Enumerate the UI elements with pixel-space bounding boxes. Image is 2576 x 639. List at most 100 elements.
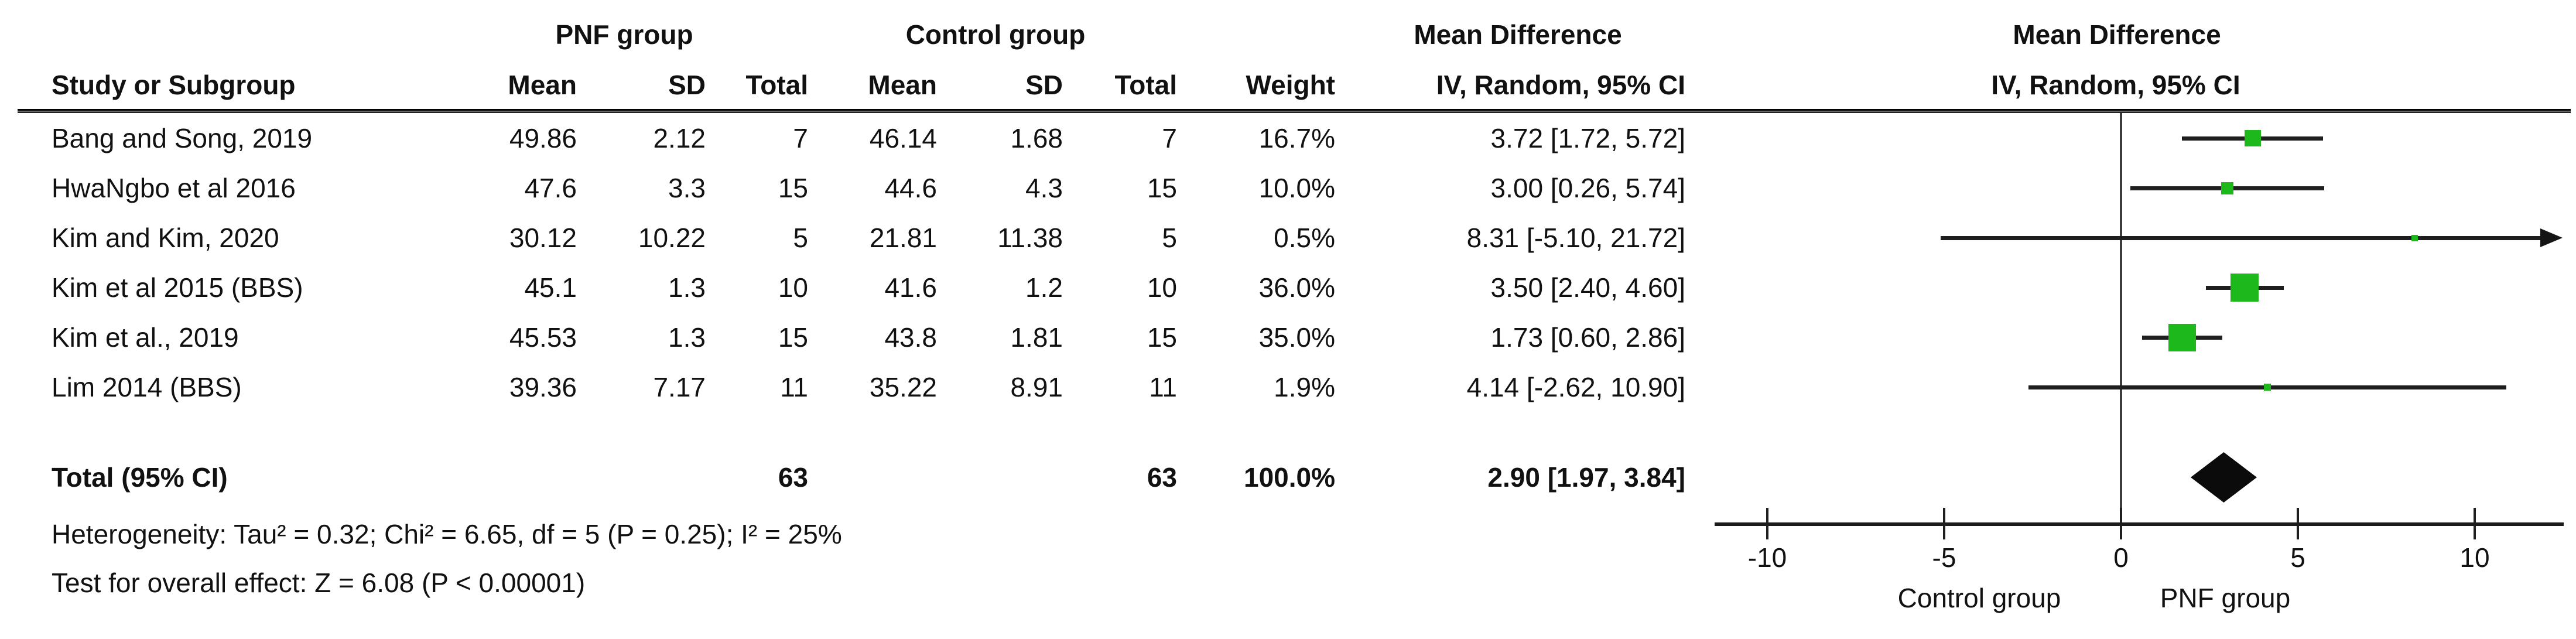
ctrl-sd-cell: 1.2 (1025, 272, 1063, 303)
study-column-header: Study or Subgroup (52, 70, 296, 100)
x-axis-line (1715, 522, 2564, 526)
pnf-total-cell: 15 (778, 173, 808, 203)
ci-arrow-right-icon (2540, 228, 2563, 247)
total-weight: 100.0% (1243, 462, 1335, 493)
study-name: Kim et al., 2019 (52, 322, 239, 353)
effect-marker (2168, 324, 2196, 351)
effect-marker (2264, 384, 2271, 391)
total-ctrl-n: 63 (1147, 462, 1177, 493)
axis-left-label: Control group (1897, 583, 2061, 613)
pnf-total-cell: 7 (793, 123, 808, 153)
pnf-mean-cell: 45.53 (509, 322, 577, 353)
ci-text-cell: 1.73 [0.60, 2.86] (1490, 322, 1686, 353)
weight-cell: 1.9% (1274, 372, 1335, 402)
x-axis-tick-label: 5 (2290, 542, 2305, 573)
ci-text-cell: 3.72 [1.72, 5.72] (1490, 123, 1686, 153)
ctrl-mean-cell: 35.22 (869, 372, 937, 402)
study-name: Kim and Kim, 2020 (52, 223, 279, 253)
ctrl-sd-cell: 8.91 (1010, 372, 1063, 402)
weight-cell: 16.7% (1258, 123, 1335, 153)
study-name: Kim et al 2015 (BBS) (52, 272, 303, 303)
ctrl-total-cell: 11 (1149, 372, 1177, 402)
weight-cell: 0.5% (1274, 223, 1335, 253)
pnf-mean-cell: 49.86 (509, 123, 577, 153)
ctrl-total-header: Total (1114, 70, 1177, 100)
ctrl-total-cell: 15 (1147, 173, 1177, 203)
pnf-mean-cell: 39.36 (509, 372, 577, 402)
study-name: Bang and Song, 2019 (52, 123, 313, 153)
ci-text-header: IV, Random, 95% CI (1436, 70, 1685, 100)
weight-header: Weight (1246, 70, 1335, 100)
ctrl-mean-cell: 46.14 (869, 123, 937, 153)
ctrl-total-cell: 10 (1147, 272, 1177, 303)
heterogeneity-text: Heterogeneity: Tau² = 0.32; Chi² = 6.65,… (52, 519, 842, 549)
total-row-label: Total (95% CI) (52, 462, 228, 493)
study-name: Lim 2014 (BBS) (52, 372, 242, 402)
pnf-mean-cell: 45.1 (524, 272, 577, 303)
x-axis-tick-label: -5 (1932, 542, 1956, 573)
x-axis-tick-label: -10 (1747, 542, 1787, 573)
effect-marker (2231, 274, 2259, 302)
ctrl-sd-cell: 4.3 (1025, 173, 1063, 203)
ci-text-cell: 3.00 [0.26, 5.74] (1490, 173, 1686, 203)
ci-line (1940, 236, 2540, 240)
ci-text-cell: 4.14 [-2.62, 10.90] (1466, 372, 1685, 402)
pnf-group-header: PNF group (555, 19, 693, 50)
x-axis-tick (2120, 508, 2122, 539)
effect-marker (2411, 235, 2418, 241)
ctrl-sd-cell: 1.81 (1010, 322, 1063, 353)
x-axis-tick (1766, 508, 1768, 539)
total-ci-text: 2.90 [1.97, 3.84] (1487, 462, 1685, 493)
pnf-sd-cell: 1.3 (668, 322, 706, 353)
ci-text-cell: 3.50 [2.40, 4.60] (1490, 272, 1686, 303)
total-pnf-n: 63 (778, 462, 808, 493)
x-axis-tick-label: 10 (2459, 542, 2490, 573)
mean-difference-plot-header: Mean Difference (2013, 19, 2221, 50)
ctrl-total-cell: 7 (1162, 123, 1177, 153)
weight-cell: 35.0% (1258, 322, 1335, 353)
axis-right-label: PNF group (2160, 583, 2291, 613)
ctrl-mean-cell: 43.8 (884, 322, 937, 353)
ctrl-sd-header: SD (1025, 70, 1063, 100)
ci-plot-header: IV, Random, 95% CI (1991, 70, 2240, 100)
pnf-sd-header: SD (668, 70, 706, 100)
pnf-sd-cell: 1.3 (668, 272, 706, 303)
pnf-total-cell: 11 (780, 372, 808, 402)
ci-text-cell: 8.31 [-5.10, 21.72] (1466, 223, 1685, 253)
control-group-header: Control group (905, 19, 1086, 50)
pnf-total-header: Total (745, 70, 808, 100)
ctrl-mean-header: Mean (868, 70, 937, 100)
effect-marker (2221, 182, 2233, 194)
pnf-sd-cell: 7.17 (653, 372, 706, 402)
ctrl-sd-cell: 1.68 (1010, 123, 1063, 153)
weight-cell: 10.0% (1258, 173, 1335, 203)
pnf-sd-cell: 3.3 (668, 173, 706, 203)
x-axis-tick-label: 0 (2113, 542, 2129, 573)
x-axis-tick (1943, 508, 1945, 539)
ctrl-mean-cell: 44.6 (884, 173, 937, 203)
x-axis-tick (2297, 508, 2299, 539)
x-axis-tick (2474, 508, 2476, 539)
zero-line (2120, 113, 2122, 524)
pnf-total-cell: 10 (778, 272, 808, 303)
pnf-mean-header: Mean (508, 70, 577, 100)
pnf-mean-cell: 30.12 (509, 223, 577, 253)
pnf-sd-cell: 10.22 (638, 223, 706, 253)
pnf-total-cell: 15 (778, 322, 808, 353)
ctrl-total-cell: 5 (1162, 223, 1177, 253)
summary-diamond (2190, 452, 2257, 503)
header-separator-line (18, 109, 2571, 113)
ctrl-total-cell: 15 (1147, 322, 1177, 353)
overall-effect-text: Test for overall effect: Z = 6.08 (P < 0… (52, 568, 586, 598)
ctrl-mean-cell: 41.6 (884, 272, 937, 303)
ctrl-sd-cell: 11.38 (997, 223, 1063, 253)
study-name: HwaNgbo et al 2016 (52, 173, 296, 203)
pnf-sd-cell: 2.12 (653, 123, 706, 153)
pnf-mean-cell: 47.6 (524, 173, 577, 203)
weight-cell: 36.0% (1258, 272, 1335, 303)
mean-difference-text-header: Mean Difference (1414, 19, 1622, 50)
ctrl-mean-cell: 21.81 (869, 223, 937, 253)
pnf-total-cell: 5 (793, 223, 808, 253)
effect-marker (2245, 130, 2261, 146)
